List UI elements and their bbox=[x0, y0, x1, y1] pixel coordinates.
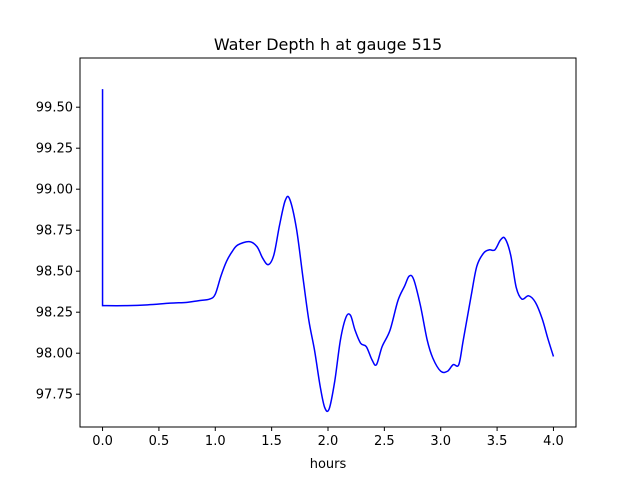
y-tick-label: 98.25 bbox=[36, 306, 73, 321]
x-axis-label: hours bbox=[310, 457, 347, 472]
x-tick-label: 3.0 bbox=[430, 434, 451, 449]
series-line bbox=[101, 89, 555, 413]
x-tick-label: 1.5 bbox=[261, 434, 282, 449]
x-tick-label: 0.5 bbox=[149, 434, 170, 449]
x-tick-label: 1.0 bbox=[205, 434, 226, 449]
y-tick-label: 99.25 bbox=[36, 142, 73, 157]
chart-title: Water Depth h at gauge 515 bbox=[214, 35, 442, 54]
plot-area bbox=[101, 89, 555, 413]
y-tick-label: 98.75 bbox=[36, 224, 73, 239]
plot-frame bbox=[79, 57, 577, 428]
x-tick-label: 4.0 bbox=[543, 434, 564, 449]
x-axis: 0.0 0.5 1.0 1.5 2.0 2.5 3.0 3.5 4.0 bbox=[92, 427, 564, 449]
y-axis: 97.75 98.00 98.25 98.50 98.75 99.00 99.25 99.50 bbox=[36, 101, 80, 403]
y-tick-label: 97.75 bbox=[36, 388, 73, 403]
x-tick-label: 2.5 bbox=[374, 434, 395, 449]
y-tick-label: 98.00 bbox=[36, 347, 73, 362]
y-tick-label: 99.50 bbox=[36, 101, 73, 116]
y-tick-label: 99.00 bbox=[36, 183, 73, 198]
x-tick-label: 0.0 bbox=[92, 434, 113, 449]
y-tick-label: 98.50 bbox=[36, 265, 73, 280]
x-tick-label: 3.5 bbox=[487, 434, 508, 449]
x-tick-label: 2.0 bbox=[318, 434, 339, 449]
